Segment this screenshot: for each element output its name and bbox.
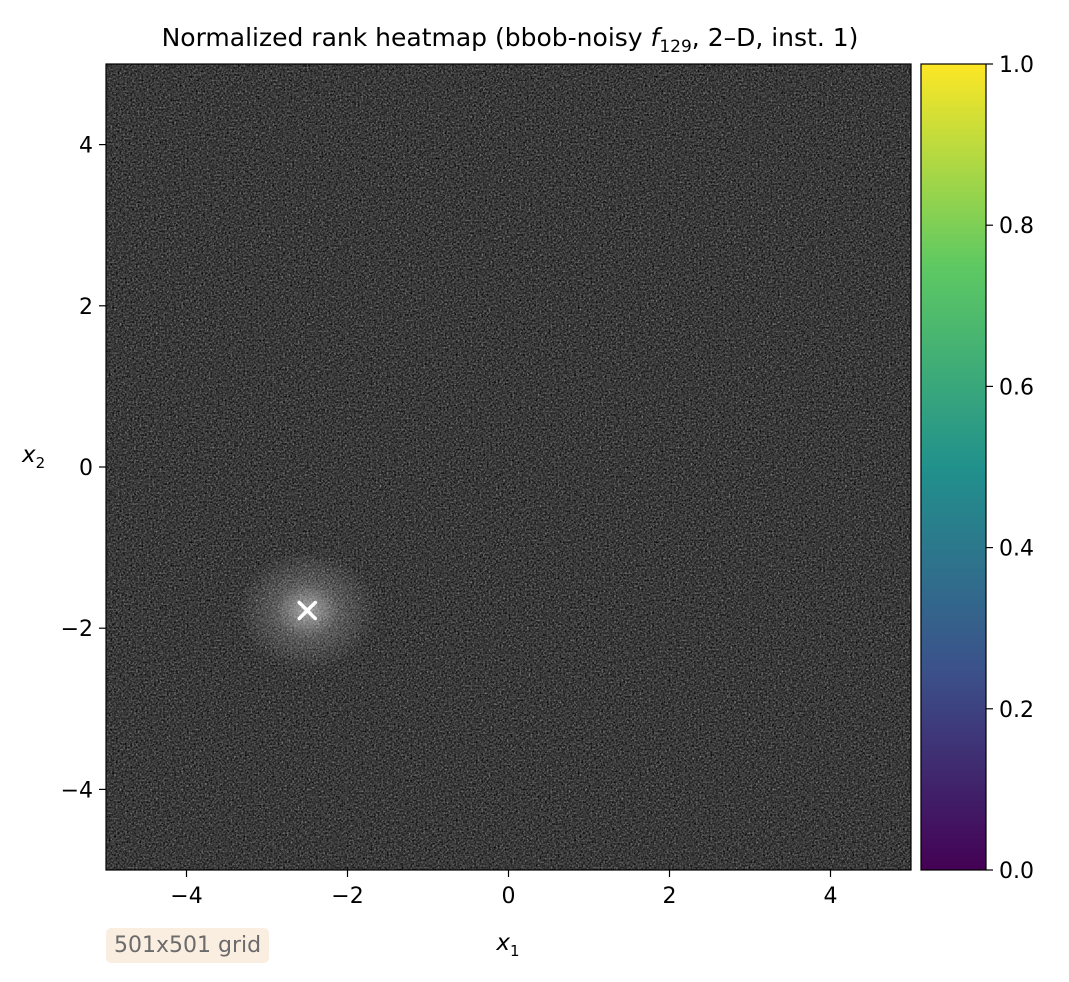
y-axis-label: x2 xyxy=(21,442,45,472)
colorbar xyxy=(920,63,987,871)
optimum-marker-stroke xyxy=(297,600,317,621)
y-tick-label: 4 xyxy=(79,134,93,159)
y-tick-label: −2 xyxy=(61,617,93,642)
colorbar-tick-label: 0.4 xyxy=(999,537,1034,562)
colorbar-ticks: 0.0 0.2 0.4 0.6 0.8 1.0 xyxy=(986,53,1034,884)
y-tick-label: 0 xyxy=(79,456,93,481)
heatmap-field xyxy=(106,64,911,870)
colorbar-tick-label: 0.0 xyxy=(999,859,1034,884)
x-axis-ticks: −4 −2 0 2 4 xyxy=(170,870,838,909)
grid-size-badge: 501x501 grid xyxy=(106,928,270,963)
colorbar-tick-label: 1.0 xyxy=(999,53,1034,78)
colorbar-tick-label: 0.8 xyxy=(999,214,1034,239)
x-tick-label: −2 xyxy=(331,884,363,909)
x-tick-label: −4 xyxy=(170,884,202,909)
x-tick-label: 2 xyxy=(663,884,677,909)
y-axis-ticks: −4 −2 0 2 4 xyxy=(61,134,106,803)
x-axis-label: x1 xyxy=(495,930,519,960)
chart-title: Normalized rank heatmap (bbob-noisy f129… xyxy=(162,23,859,57)
colorbar-tick-label: 0.2 xyxy=(999,698,1034,723)
colorbar-tick-label: 0.6 xyxy=(999,375,1034,400)
optimum-marker xyxy=(297,600,317,621)
y-tick-label: −4 xyxy=(61,778,93,803)
x-tick-label: 0 xyxy=(502,884,516,909)
x-tick-label: 4 xyxy=(824,884,838,909)
y-tick-label: 2 xyxy=(79,295,93,320)
